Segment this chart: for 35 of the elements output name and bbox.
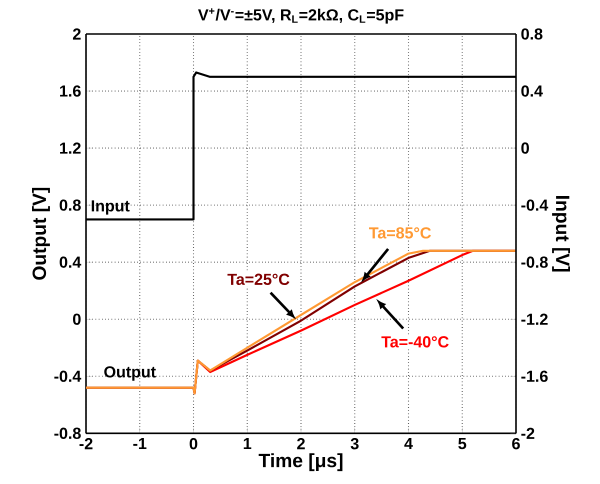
y-tick-label: 0.4 — [60, 256, 82, 268]
x-tick-label: 4 — [404, 438, 413, 450]
y-tick-label: 1.6 — [60, 85, 81, 97]
annotation: Ta=-40°C — [381, 336, 449, 348]
y2-tick-label: 0.8 — [521, 28, 542, 40]
y2-tick-label: -0.4 — [521, 199, 548, 211]
y2-tick-label: 0.4 — [521, 85, 543, 97]
y-tick-label: 1.2 — [60, 142, 81, 154]
x-tick-label: -1 — [133, 438, 146, 450]
y2-tick-label: -0.8 — [521, 256, 548, 268]
y-tick-label: 0.8 — [60, 199, 81, 211]
series-label: Input — [92, 200, 130, 215]
x-tick-label: 2 — [297, 438, 305, 450]
chart-title: V$^{+}$/V$^{-}$=±5V, R$_{L}$=2kΩ, C$_{L}$=5pF — [198, 8, 404, 24]
annotation: Ta=85°C — [369, 227, 431, 239]
y-tick-label: 0 — [73, 314, 81, 325]
y-tick-label: -0.8 — [54, 428, 81, 439]
x-tick-label: 3 — [350, 438, 359, 450]
y2-axis-title: Input [V] — [552, 196, 570, 272]
x-axis-title: Time [μs] — [258, 453, 342, 472]
y2-tick-label: -1.2 — [521, 314, 548, 325]
y2-tick-label: -1.6 — [521, 370, 548, 382]
annotation: Ta=25°C — [227, 274, 290, 285]
annotation: Output — [104, 366, 156, 381]
x-tick-label: 1 — [244, 438, 252, 450]
y-axis-title: Output [V] — [32, 188, 50, 280]
x-tick-label: 0 — [190, 438, 198, 450]
x-tick-label: 6 — [512, 438, 520, 450]
y-tick-label: 2 — [72, 28, 81, 40]
line-series — [86, 250, 516, 394]
x-tick-label: -2 — [80, 438, 92, 450]
y2-tick-label: -2 — [521, 428, 534, 439]
x-tick-label: 5 — [458, 438, 466, 450]
y-tick-label: -0.4 — [54, 370, 82, 382]
y2-tick-label: 0 — [521, 142, 529, 154]
